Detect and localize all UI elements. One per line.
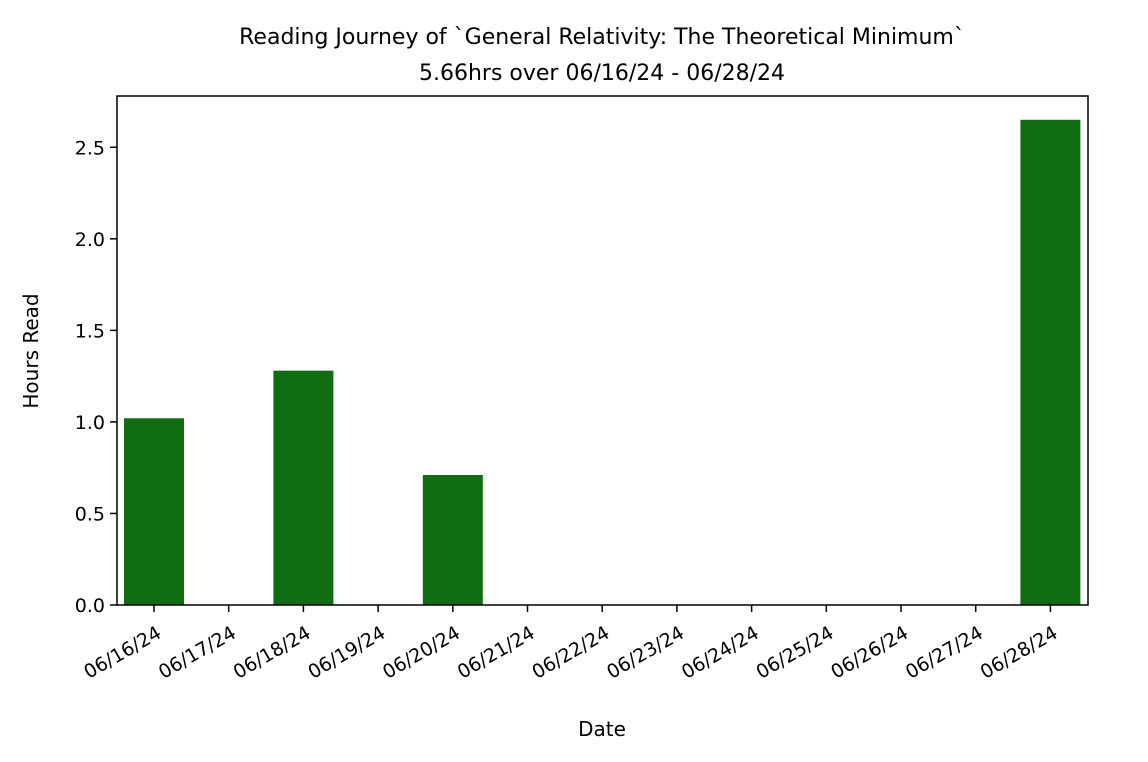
x-tick-label: 06/18/24 (230, 622, 315, 684)
y-axis-ticks: 0.0 0.5 1.0 1.5 2.0 2.5 (75, 137, 117, 617)
y-tick-label: 0.0 (75, 595, 105, 617)
x-tick-label: 06/23/24 (603, 622, 688, 684)
x-tick-label: 06/25/24 (753, 622, 838, 684)
x-tick-label: 06/17/24 (155, 622, 240, 684)
x-axis-ticks: 06/16/2406/17/2406/18/2406/19/2406/20/24… (80, 605, 1062, 684)
x-tick-label: 06/20/24 (379, 622, 464, 684)
x-tick-label: 06/19/24 (304, 622, 389, 684)
x-axis-label: Date (578, 717, 626, 741)
bars-group (124, 119, 1081, 605)
y-tick-label: 0.5 (75, 503, 105, 525)
bar-06-18-24 (273, 370, 334, 605)
y-tick-label: 2.0 (75, 229, 105, 251)
x-tick-label: 06/26/24 (827, 622, 912, 684)
bar-06-28-24 (1020, 119, 1081, 605)
y-tick-label: 1.5 (75, 320, 105, 342)
x-tick-label: 06/28/24 (977, 622, 1062, 684)
x-tick-label: 06/27/24 (902, 622, 987, 684)
chart-subtitle: 5.66hrs over 06/16/24 - 06/28/24 (419, 61, 785, 86)
y-tick-label: 1.0 (75, 412, 105, 434)
y-axis-label: Hours Read (19, 293, 43, 408)
x-tick-label: 06/16/24 (80, 622, 165, 684)
bar-06-16-24 (124, 418, 184, 605)
chart-title: Reading Journey of `General Relativity: … (239, 25, 965, 50)
plot-frame (116, 95, 1089, 606)
bar-06-20-24 (422, 475, 483, 605)
x-tick-label: 06/24/24 (678, 622, 763, 684)
y-tick-label: 2.5 (75, 137, 105, 159)
x-tick-label: 06/21/24 (454, 622, 539, 684)
x-tick-label: 06/22/24 (528, 622, 613, 684)
